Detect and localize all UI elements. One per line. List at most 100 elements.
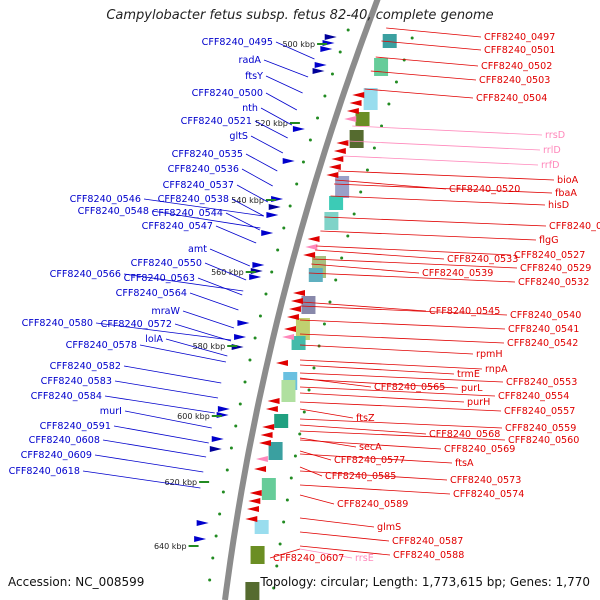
reverse-gene-arrow xyxy=(293,290,305,296)
scale-dot xyxy=(208,578,212,582)
forward-gene-arrow xyxy=(252,262,265,268)
gene-label-right: CFF8240_0589 xyxy=(337,499,408,510)
scale-dot xyxy=(307,388,311,392)
gene-label-right: glmS xyxy=(377,522,401,533)
scale-dot xyxy=(346,234,350,238)
gene-label-left: amt xyxy=(188,244,207,255)
right-leader-line xyxy=(375,56,479,67)
reverse-gene-arrow xyxy=(258,440,271,446)
gene-label-left: CFF8240_0536 xyxy=(168,164,239,175)
right-leader-line xyxy=(299,548,353,559)
right-leader-line xyxy=(320,230,537,241)
left-leader-line xyxy=(231,198,265,217)
gene-label-right: rrsD xyxy=(545,130,565,141)
gc-band xyxy=(324,212,339,230)
gene-label-right: CFF8240_0553 xyxy=(506,377,577,388)
reverse-gene-arrow xyxy=(267,398,280,404)
scale-dot xyxy=(387,102,391,106)
gene-label-right: CFF8240_0520 xyxy=(449,184,520,195)
kbp-tick-label: 640 kbp xyxy=(154,542,187,551)
gene-label-right: bioA xyxy=(557,175,579,186)
gc-band xyxy=(268,442,283,460)
left-leader-line xyxy=(245,153,278,172)
gene-label-right: rrlD xyxy=(543,145,561,156)
gene-label-right: CFF8240_0545 xyxy=(429,306,500,317)
forward-gene-arrow xyxy=(249,274,262,280)
scale-dot xyxy=(346,28,350,32)
left-leader-line xyxy=(123,365,222,384)
gene-label-left: CFF8240_0537 xyxy=(163,180,234,191)
left-leader-line xyxy=(263,59,309,78)
gc-band xyxy=(382,34,397,48)
right-leader-line xyxy=(299,401,502,412)
right-leader-line xyxy=(299,408,354,419)
scale-dot xyxy=(394,80,398,84)
scale-dot xyxy=(270,270,274,274)
right-leader-line xyxy=(381,40,482,51)
gene-label-right: CFF8240_0533 xyxy=(447,254,518,265)
reverse-gene-arrow xyxy=(265,406,278,412)
scale-dot xyxy=(301,160,305,164)
left-leader-line xyxy=(236,184,269,203)
gc-band xyxy=(250,546,265,564)
right-leader-line xyxy=(311,263,420,274)
gene-label-right: CFF8240_0569 xyxy=(444,444,515,455)
scale-dot xyxy=(264,292,268,296)
scale-dot xyxy=(359,190,363,194)
gene-label-left: lolA xyxy=(145,334,163,345)
reverse-gene-arrow xyxy=(331,156,344,162)
gene-label-left: murI xyxy=(100,406,122,417)
scale-dot xyxy=(289,476,293,480)
gene-label-left: CFF8240_0495 xyxy=(202,37,273,48)
gene-label-left: CFF8240_0547 xyxy=(142,221,213,232)
gene-label-right: CFF8240_0560 xyxy=(508,435,579,446)
gc-band xyxy=(281,380,296,402)
gene-label-left: CFF8240_0582 xyxy=(50,361,121,372)
left-leader-line xyxy=(82,470,201,489)
gene-label-left: CFF8240_0521 xyxy=(181,116,252,127)
right-leader-line xyxy=(299,484,451,495)
gene-label-left: CFF8240_0609 xyxy=(21,450,92,461)
gene-label-right: trmE xyxy=(457,369,480,380)
forward-gene-arrow xyxy=(217,406,230,412)
gene-label-right: CFF8240_0574 xyxy=(453,489,524,500)
scale-dot xyxy=(302,410,306,414)
gc-band xyxy=(329,196,344,210)
reverse-gene-arrow xyxy=(249,490,262,496)
gene-label-right: rpmH xyxy=(476,349,503,360)
scale-dot xyxy=(276,248,280,252)
reverse-gene-arrow xyxy=(346,108,359,114)
gene-label-left: CFF8240_0583 xyxy=(41,376,112,387)
right-leader-line xyxy=(299,470,448,481)
gene-label-right: purH xyxy=(467,397,490,408)
gene-label-right: CFF8240_0568 xyxy=(429,429,500,440)
scale-dot xyxy=(248,358,252,362)
gene-label-left: CFF8240_0500 xyxy=(192,88,263,99)
forward-gene-arrow xyxy=(314,62,327,68)
forward-gene-arrow xyxy=(211,436,224,442)
reverse-gene-arrow xyxy=(245,516,258,522)
reverse-gene-arrow xyxy=(328,164,341,170)
reverse-gene-arrow xyxy=(333,148,346,154)
right-leader-line xyxy=(300,305,508,316)
kbp-tick-label: 600 kbp xyxy=(177,412,210,421)
gene-label-right: CFF8240_0587 xyxy=(392,536,463,547)
gene-label-right: CFF8240_0541 xyxy=(508,324,579,335)
right-leader-line xyxy=(299,517,375,528)
reverse-gene-arrow xyxy=(246,506,259,512)
scale-dot xyxy=(282,520,286,524)
gene-label-right: ftsZ xyxy=(356,413,375,424)
left-leader-line xyxy=(94,454,204,473)
scale-dot xyxy=(316,116,320,120)
reverse-gene-arrow xyxy=(286,314,299,320)
reverse-gene-arrow xyxy=(290,298,303,304)
reverse-gene-arrow xyxy=(260,432,273,438)
gene-label-right: CFF8240_0607 xyxy=(273,553,344,564)
left-leader-line xyxy=(197,277,243,296)
right-leader-line xyxy=(330,195,546,206)
scale-dot xyxy=(238,402,242,406)
reverse-gene-arrow xyxy=(288,306,301,312)
gene-label-left: CFF8240_0578 xyxy=(66,340,137,351)
scale-dot xyxy=(285,498,289,502)
left-leader-line xyxy=(275,41,315,60)
